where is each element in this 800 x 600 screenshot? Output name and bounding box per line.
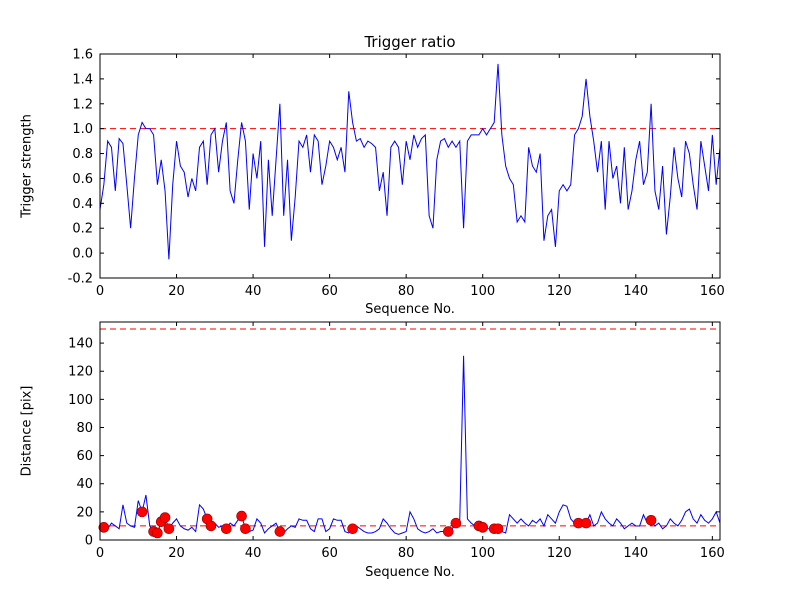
y-tick-label: 140	[68, 337, 93, 352]
subplot-0: 0 20 40 60 80 100 120 140 160 -0.2 0.0 0.2 0.4 0.6 0.8…	[68, 48, 725, 300]
x-tick-label: 40	[245, 284, 262, 299]
marker-dot	[477, 522, 489, 533]
y-tick-label: 1.0	[72, 122, 93, 137]
x-axis-label-top: Sequence No.	[365, 302, 455, 317]
marker-dot	[152, 527, 163, 539]
y-tick-label: 20	[76, 505, 93, 520]
y-tick-label: 0.4	[72, 197, 93, 212]
marker-dot	[274, 526, 286, 537]
x-tick-label: 20	[168, 546, 185, 561]
y-tick-label: 80	[76, 421, 93, 436]
axes-box	[99, 53, 721, 279]
x-tick-label: 60	[321, 284, 338, 299]
y-tick-label: -0.2	[68, 272, 93, 287]
y-tick-label: 0.6	[72, 172, 93, 187]
x-tick-label: 100	[470, 284, 495, 299]
series-distance	[99, 355, 721, 535]
marker-dot	[205, 520, 217, 532]
y-tick-label: 1.6	[72, 48, 93, 63]
marker-dot	[236, 510, 247, 522]
y-tick-label: 120	[68, 365, 93, 380]
chart-title: Trigger ratio	[364, 33, 456, 51]
marker-dot	[492, 523, 504, 535]
x-tick-label: 120	[547, 546, 572, 561]
marker-dot	[240, 523, 251, 535]
x-tick-label: 60	[321, 546, 338, 561]
x-tick-label: 80	[398, 546, 415, 561]
y-tick-label: 0	[85, 534, 93, 549]
y-tick-label: 100	[68, 393, 93, 408]
marker-dot	[159, 512, 171, 523]
y-tick-label: 60	[76, 449, 93, 464]
x-tick-label: 100	[470, 546, 495, 561]
series-trigger-strength	[99, 63, 721, 260]
x-axis-label-bottom: Sequence No.	[365, 565, 455, 580]
x-tick-label: 160	[700, 546, 725, 561]
marker-dot	[580, 517, 592, 529]
y-tick-label: 0.8	[72, 147, 93, 162]
y-tick-label: 40	[76, 477, 93, 492]
subplot-1: 0 20 40 60 80 100 120 140 160 0 20 40 60 80 100 120 140	[68, 321, 725, 561]
marker-dot	[98, 522, 110, 533]
marker-dot	[450, 517, 462, 529]
marker-dot	[163, 523, 175, 535]
x-tick-label: 120	[547, 284, 572, 299]
x-tick-label: 40	[245, 546, 262, 561]
marker-dot	[442, 526, 454, 537]
x-tick-label: 140	[623, 284, 648, 299]
x-tick-label: 0	[96, 284, 104, 299]
marker-dot	[645, 515, 657, 526]
x-tick-label: 0	[96, 546, 104, 561]
x-tick-label: 140	[623, 546, 648, 561]
y-tick-label: 0.2	[72, 222, 93, 237]
marker-dot	[347, 523, 358, 535]
x-tick-label: 20	[168, 284, 185, 299]
x-tick-label: 160	[700, 284, 725, 299]
marker-dot	[136, 506, 148, 518]
y-tick-label: 1.4	[72, 72, 93, 87]
y-tick-label: 0.0	[72, 247, 93, 262]
y-tick-label: 1.2	[72, 97, 93, 112]
marker-dot	[220, 523, 232, 535]
axes-box	[99, 321, 721, 541]
x-tick-label: 80	[398, 284, 415, 299]
